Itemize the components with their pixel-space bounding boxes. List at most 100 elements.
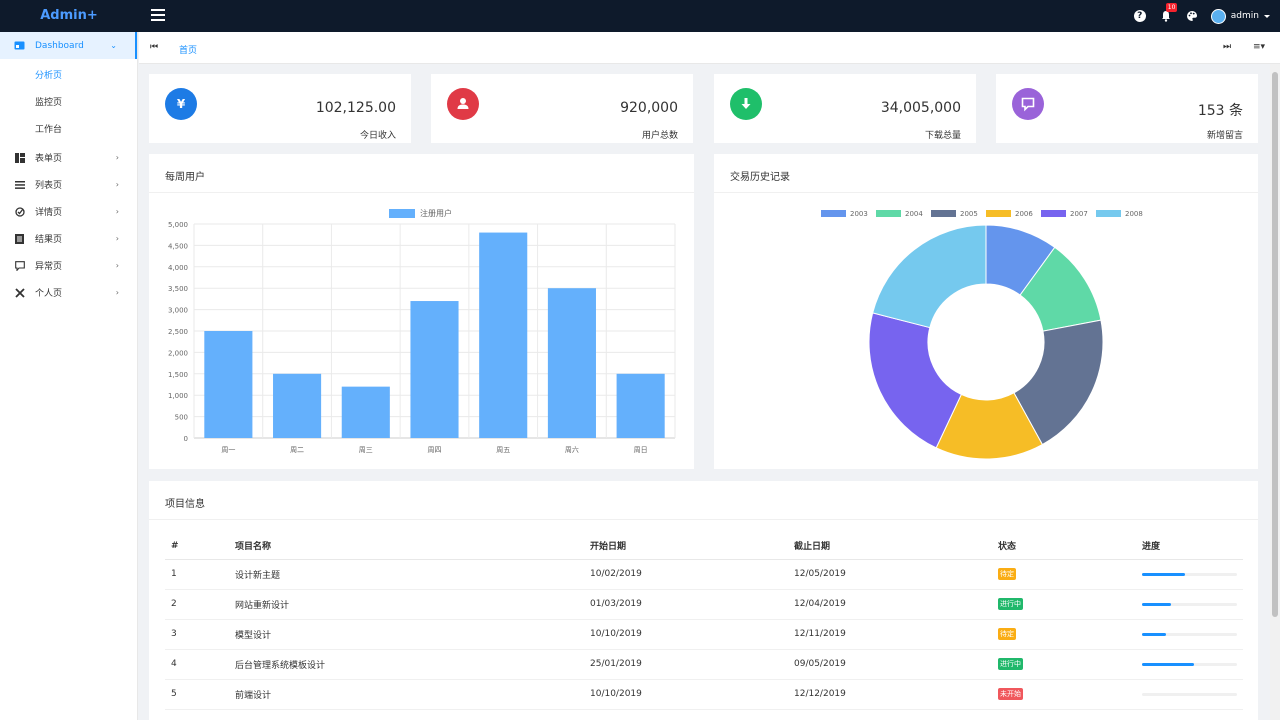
legend-label: 2004 bbox=[905, 210, 923, 218]
tab-bar: ⏮ 首页 ⏭ ≡▾ bbox=[139, 32, 1280, 64]
chevron-right-icon: › bbox=[115, 153, 119, 162]
app-logo[interactable]: Admin+ bbox=[40, 8, 98, 23]
column-header: 截止日期 bbox=[788, 533, 992, 560]
header-actions: ? 10 admin bbox=[1133, 0, 1270, 32]
project-name: 设计新主题 bbox=[229, 559, 584, 590]
tab-options-icon[interactable]: ≡▾ bbox=[1253, 42, 1266, 52]
row-id: 4 bbox=[165, 649, 229, 680]
stat-card-downloads: 34,005,000 下载总量 bbox=[714, 74, 976, 143]
form-icon bbox=[14, 152, 25, 163]
legend-label: 注册用户 bbox=[420, 208, 452, 218]
legend-swatch bbox=[1096, 210, 1121, 217]
top-navbar: Admin+ ? 10 admin bbox=[0, 0, 1280, 32]
progress-bar bbox=[1142, 632, 1237, 636]
weekly-users-bar-chart: 注册用户 0 500 1,000 1,500 2,000 2,500 3,000 3,500 4,… bbox=[168, 208, 676, 454]
progress-cell bbox=[1136, 649, 1243, 680]
y-tick-label: 2,000 bbox=[168, 349, 188, 357]
donut-slice[interactable] bbox=[868, 312, 962, 449]
chevron-right-icon: › bbox=[115, 288, 119, 297]
progress-bar bbox=[1142, 662, 1237, 666]
transaction-history-donut-chart: 2003 2004 2005 2006 2007 2008 bbox=[821, 210, 1143, 460]
column-header: 状态 bbox=[992, 533, 1136, 560]
bar[interactable] bbox=[547, 288, 596, 438]
chart-legend[interactable]: 注册用户 bbox=[389, 208, 452, 218]
sidebar-item-result[interactable]: 结果页 › bbox=[0, 225, 137, 252]
stat-value: 153 条 bbox=[1197, 103, 1243, 119]
stat-value: 920,000 bbox=[620, 100, 678, 116]
status-cell: 待定 bbox=[992, 619, 1136, 650]
stat-card-users: 920,000 用户总数 bbox=[431, 74, 693, 143]
status-cell: 未开始 bbox=[992, 679, 1136, 710]
bar[interactable] bbox=[273, 373, 322, 438]
message-icon bbox=[1012, 88, 1044, 120]
chevron-right-icon: › bbox=[115, 180, 119, 189]
sidebar-item-list[interactable]: 列表页 › bbox=[0, 171, 137, 198]
sidebar-item-label: 异常页 bbox=[35, 262, 63, 272]
scroll-right-icon[interactable]: ⏭ bbox=[1223, 42, 1232, 52]
start-date: 01/03/2019 bbox=[584, 589, 788, 620]
sidebar-subitem-analysis[interactable]: 分析页 bbox=[35, 71, 63, 81]
progress-bar bbox=[1142, 572, 1237, 576]
scroll-left-icon[interactable]: ⏮ bbox=[150, 42, 159, 52]
start-date: 10/10/2019 bbox=[584, 679, 788, 710]
x-tick-label: 周二 bbox=[290, 446, 304, 454]
table-row[interactable]: 5 前端设计 10/10/2019 12/12/2019 未开始 bbox=[165, 679, 1243, 710]
status-badge: 进行中 bbox=[998, 658, 1023, 670]
bar[interactable] bbox=[341, 386, 390, 438]
sidebar-item-dashboard[interactable]: Dashboard ⌄ bbox=[0, 32, 137, 59]
y-tick-label: 1,000 bbox=[168, 392, 188, 400]
legend-swatch bbox=[1041, 210, 1066, 217]
legend-label: 2003 bbox=[850, 210, 868, 218]
sidebar-subitem-monitor[interactable]: 监控页 bbox=[35, 98, 63, 108]
start-date: 25/01/2019 bbox=[584, 649, 788, 680]
y-tick-label: 2,500 bbox=[168, 328, 188, 336]
stat-value: 34,005,000 bbox=[880, 100, 961, 116]
x-tick-label: 周一 bbox=[221, 446, 235, 454]
stat-label: 新增留言 bbox=[1206, 131, 1243, 141]
scrollbar-thumb[interactable] bbox=[1272, 72, 1278, 617]
tab-home[interactable]: 首页 bbox=[179, 46, 198, 56]
sidebar-item-form[interactable]: 表单页 › bbox=[0, 144, 137, 171]
page-scrollbar[interactable] bbox=[1270, 64, 1280, 720]
chevron-down-icon: ⌄ bbox=[110, 41, 117, 50]
theme-button[interactable] bbox=[1185, 9, 1199, 23]
sidebar-item-detail[interactable]: 详情页 › bbox=[0, 198, 137, 225]
panel-title: 项目信息 bbox=[165, 499, 205, 510]
notifications-button[interactable]: 10 bbox=[1159, 3, 1178, 23]
legend-label: 2008 bbox=[1125, 210, 1143, 218]
legend-swatch bbox=[986, 210, 1011, 217]
menu-toggle-icon[interactable] bbox=[151, 9, 165, 21]
panel-title: 每周用户 bbox=[165, 172, 205, 183]
y-tick-label: 4,000 bbox=[168, 264, 188, 272]
sidebar-item-label: 详情页 bbox=[35, 208, 63, 218]
bar[interactable] bbox=[204, 331, 253, 438]
table-row[interactable]: 3 模型设计 10/10/2019 12/11/2019 待定 bbox=[165, 619, 1243, 650]
progress-bar bbox=[1142, 692, 1237, 696]
user-menu[interactable]: admin bbox=[1210, 8, 1270, 24]
sidebar-item-exception[interactable]: 异常页 › bbox=[0, 252, 137, 279]
stat-label: 下载总量 bbox=[924, 131, 961, 141]
chart-legend[interactable]: 2003 2004 2005 2006 2007 2008 bbox=[821, 210, 1143, 218]
table-row[interactable]: 4 后台管理系统模板设计 25/01/2019 09/05/2019 进行中 bbox=[165, 649, 1243, 680]
sidebar-subitem-workplace[interactable]: 工作台 bbox=[35, 125, 63, 135]
username: admin bbox=[1230, 11, 1259, 21]
end-date: 12/04/2019 bbox=[788, 589, 992, 620]
bar[interactable] bbox=[616, 373, 665, 438]
table-row[interactable]: 2 网站重新设计 01/03/2019 12/04/2019 进行中 bbox=[165, 589, 1243, 620]
sidebar-item-profile[interactable]: 个人页 › bbox=[0, 279, 137, 306]
donut-slice[interactable] bbox=[1013, 319, 1104, 446]
chevron-down-icon bbox=[1264, 14, 1270, 18]
sidebar-item-label: 列表页 bbox=[35, 181, 63, 191]
progress-fill bbox=[1142, 572, 1185, 576]
list-icon bbox=[14, 179, 25, 190]
y-tick-label: 4,500 bbox=[168, 242, 188, 250]
help-button[interactable]: ? bbox=[1133, 9, 1147, 23]
bar[interactable] bbox=[479, 232, 528, 438]
bar[interactable] bbox=[410, 301, 459, 438]
sidebar-item-label: Dashboard bbox=[35, 40, 84, 51]
donut-slice[interactable] bbox=[872, 224, 987, 329]
progress-cell bbox=[1136, 559, 1243, 590]
weekly-users-panel: 每周用户 注册用户 0 500 1,000 1,500 2,000 2,500 3,000 3,… bbox=[149, 154, 694, 469]
table-row[interactable]: 1 设计新主题 10/02/2019 12/05/2019 待定 bbox=[165, 559, 1243, 590]
user-icon bbox=[447, 88, 479, 120]
